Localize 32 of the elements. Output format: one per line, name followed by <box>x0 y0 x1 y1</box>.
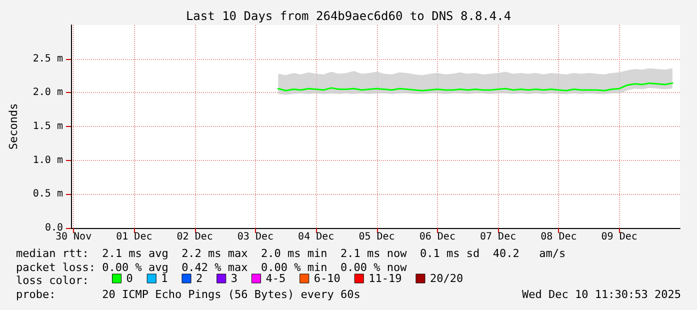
legend-label: 3 <box>230 272 238 285</box>
x-tick-label: 06 Dec <box>419 232 456 242</box>
y-tick-label: 2.5 m <box>32 53 63 64</box>
y-tick-label: 0.0 <box>44 222 63 234</box>
legend-label: 0 <box>126 272 133 285</box>
x-tick-label: 04 Dec <box>298 232 334 242</box>
legend-label: 1 <box>161 272 168 285</box>
legend-label: 6-10 <box>314 272 340 285</box>
text: median rtt: 2.1 ms avg 2.2 ms max 2.0 ms min 2.1 ms now 0.1 ms sd 40.2 am/s <box>16 247 566 260</box>
x-tick-label: 08 Dec <box>540 232 577 242</box>
y-tick-label: 1.0 m <box>32 154 63 166</box>
x-tick-label: 07 Dec <box>480 232 516 242</box>
x-tick-label: 30 Nov <box>55 232 92 242</box>
x-tick-label: 03 Dec <box>237 232 274 242</box>
x-tick-label: 05 Dec <box>358 232 395 242</box>
legend-title: loss color: <box>16 274 89 287</box>
chart-title: Last 10 Days from 264b9aec6d60 to DNS 8.8.4.4 <box>186 9 512 23</box>
line-series <box>277 82 674 92</box>
legend-label: 2 <box>196 272 203 285</box>
text: packet loss: 0.00 % avg 0.42 % max 0.00 % min 0.00 % now <box>16 261 407 274</box>
text: probe: 20 ICMP Echo Pings (56 Bytes) every 60s <box>16 288 360 301</box>
x-tick-label: 02 Dec <box>176 232 213 242</box>
legend-label: 4-5 <box>266 272 286 285</box>
legend-label: 11-19 <box>368 272 402 285</box>
legend-label: 20/20 <box>430 272 464 285</box>
y-tick-label: 1.5 m <box>32 121 63 132</box>
y-axis-title: Seconds <box>7 103 20 150</box>
x-tick-label: 01 Dec <box>116 232 152 242</box>
text: Wed Dec 10 11:30:53 2025 <box>522 288 681 301</box>
y-tick-label: 2.0 m <box>32 87 63 98</box>
y-tick-label: 0.5 m <box>32 188 63 200</box>
x-tick-label: 09 Dec <box>601 232 638 242</box>
